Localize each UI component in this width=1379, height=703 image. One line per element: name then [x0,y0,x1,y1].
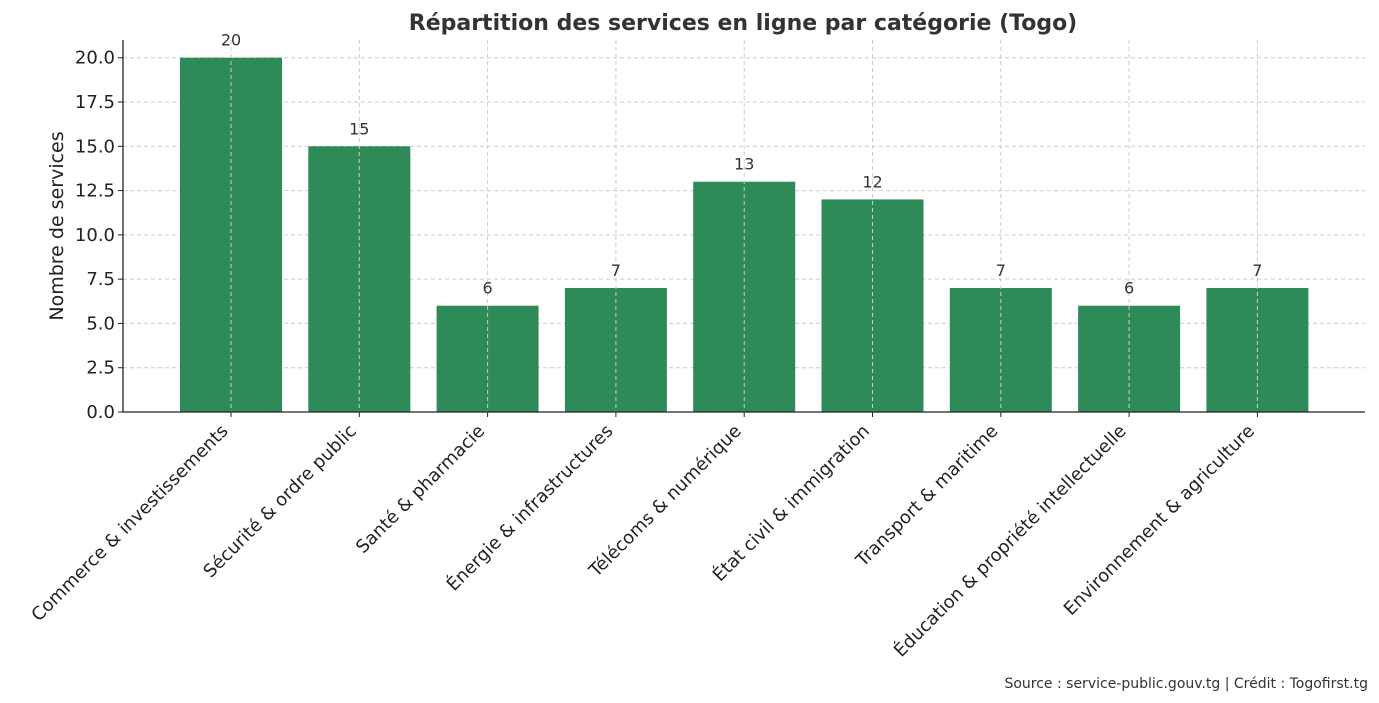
y-tick-label: 20.0 [75,48,115,69]
x-tick-label: Éducation & propriété intellectuelle [889,420,1130,661]
chart-title: Répartition des services en ligne par ca… [409,11,1078,36]
data-label: 7 [611,261,621,280]
bar [180,57,282,412]
y-tick-label: 12.5 [75,181,115,202]
data-label: 13 [734,155,754,174]
y-tick-label: 5.0 [86,313,115,334]
y-tick-label: 15.0 [75,136,115,157]
source-credit: Source : service-public.gouv.tg | Crédit… [1004,676,1368,692]
x-tick-label: Commerce & investissements [27,421,232,626]
data-label: 15 [349,119,369,138]
data-label: 7 [1252,261,1262,280]
x-tick-label: Transport & maritime [851,421,1002,572]
data-labels-layer: 20 15 6 7 13 12 7 6 7 [221,31,1263,298]
data-label: 6 [1124,279,1134,298]
y-tick-label: 10.0 [75,225,115,246]
y-tick-label: 7.5 [86,269,115,290]
data-label: 6 [483,279,493,298]
y-tick-label: 17.5 [75,92,115,113]
x-tick-label: Santé & pharmacie [352,421,489,558]
x-tick-label: Sécurité & ordre public [199,421,360,582]
y-axis-label: Nombre de services [46,131,68,320]
data-label: 20 [221,31,241,50]
data-label: 12 [862,172,882,191]
data-label: 7 [996,261,1006,280]
y-tick-label: 2.5 [86,358,115,379]
y-tick-label: 0.0 [86,402,115,423]
bar [693,181,796,412]
bars-layer [180,40,1309,413]
